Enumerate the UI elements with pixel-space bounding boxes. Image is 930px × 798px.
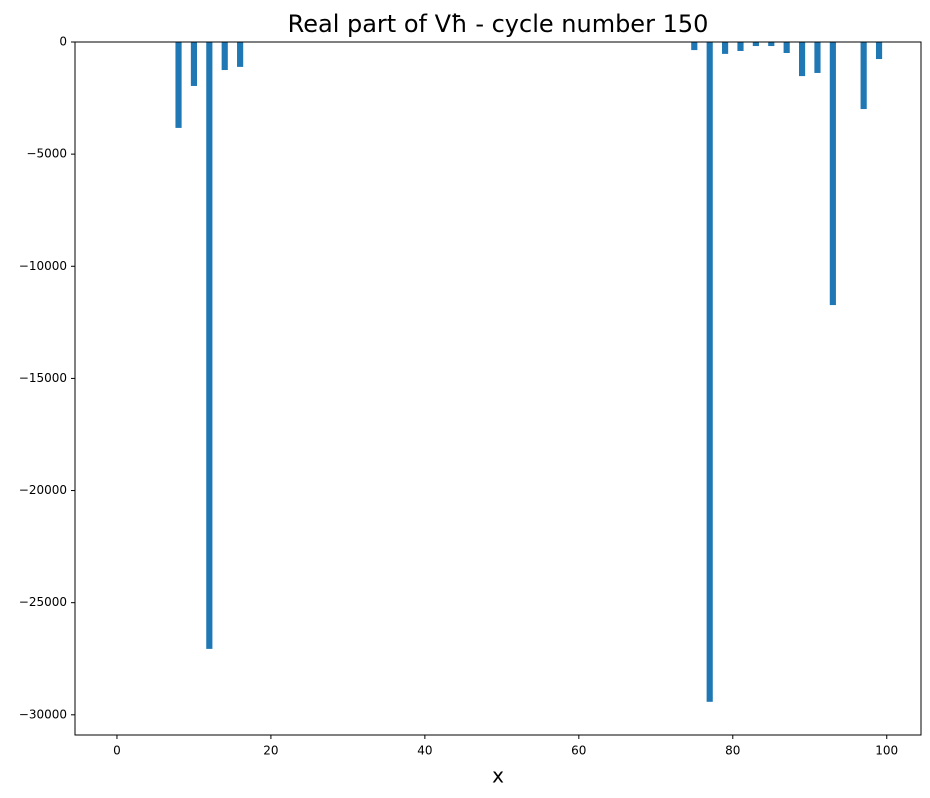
y-tick-label: 0 — [59, 35, 67, 49]
bar — [206, 42, 213, 649]
bar — [875, 42, 883, 60]
y-tick-label: −5000 — [26, 147, 67, 161]
x-tick-label: 20 — [263, 744, 278, 758]
bar — [783, 42, 790, 53]
y-tick-label: −30000 — [19, 707, 67, 721]
bar — [175, 42, 182, 128]
bar — [190, 42, 198, 86]
x-tick-label: 40 — [417, 744, 432, 758]
y-tick-label: −20000 — [19, 483, 67, 497]
chart-title: Real part of Vħ - cycle number 150 — [288, 10, 709, 38]
bar — [706, 42, 713, 702]
x-tick-label: 60 — [571, 744, 586, 758]
x-tick-label: 0 — [113, 744, 121, 758]
x-axis-label: x — [492, 764, 504, 788]
bar — [814, 42, 821, 73]
x-tick-label: 80 — [725, 744, 740, 758]
bar — [691, 42, 698, 51]
bar — [860, 42, 867, 110]
bar — [752, 42, 759, 47]
y-tick-label: −10000 — [19, 259, 67, 273]
bar — [829, 42, 836, 306]
bar — [237, 42, 244, 67]
x-tick-label: 100 — [875, 744, 898, 758]
bar — [798, 42, 806, 77]
bar — [722, 42, 729, 54]
plot-frame — [74, 41, 922, 736]
bar — [737, 42, 744, 51]
y-tick-label: −15000 — [19, 371, 67, 385]
bar — [221, 42, 228, 71]
bar — [768, 42, 775, 47]
y-tick-label: −25000 — [19, 595, 67, 609]
